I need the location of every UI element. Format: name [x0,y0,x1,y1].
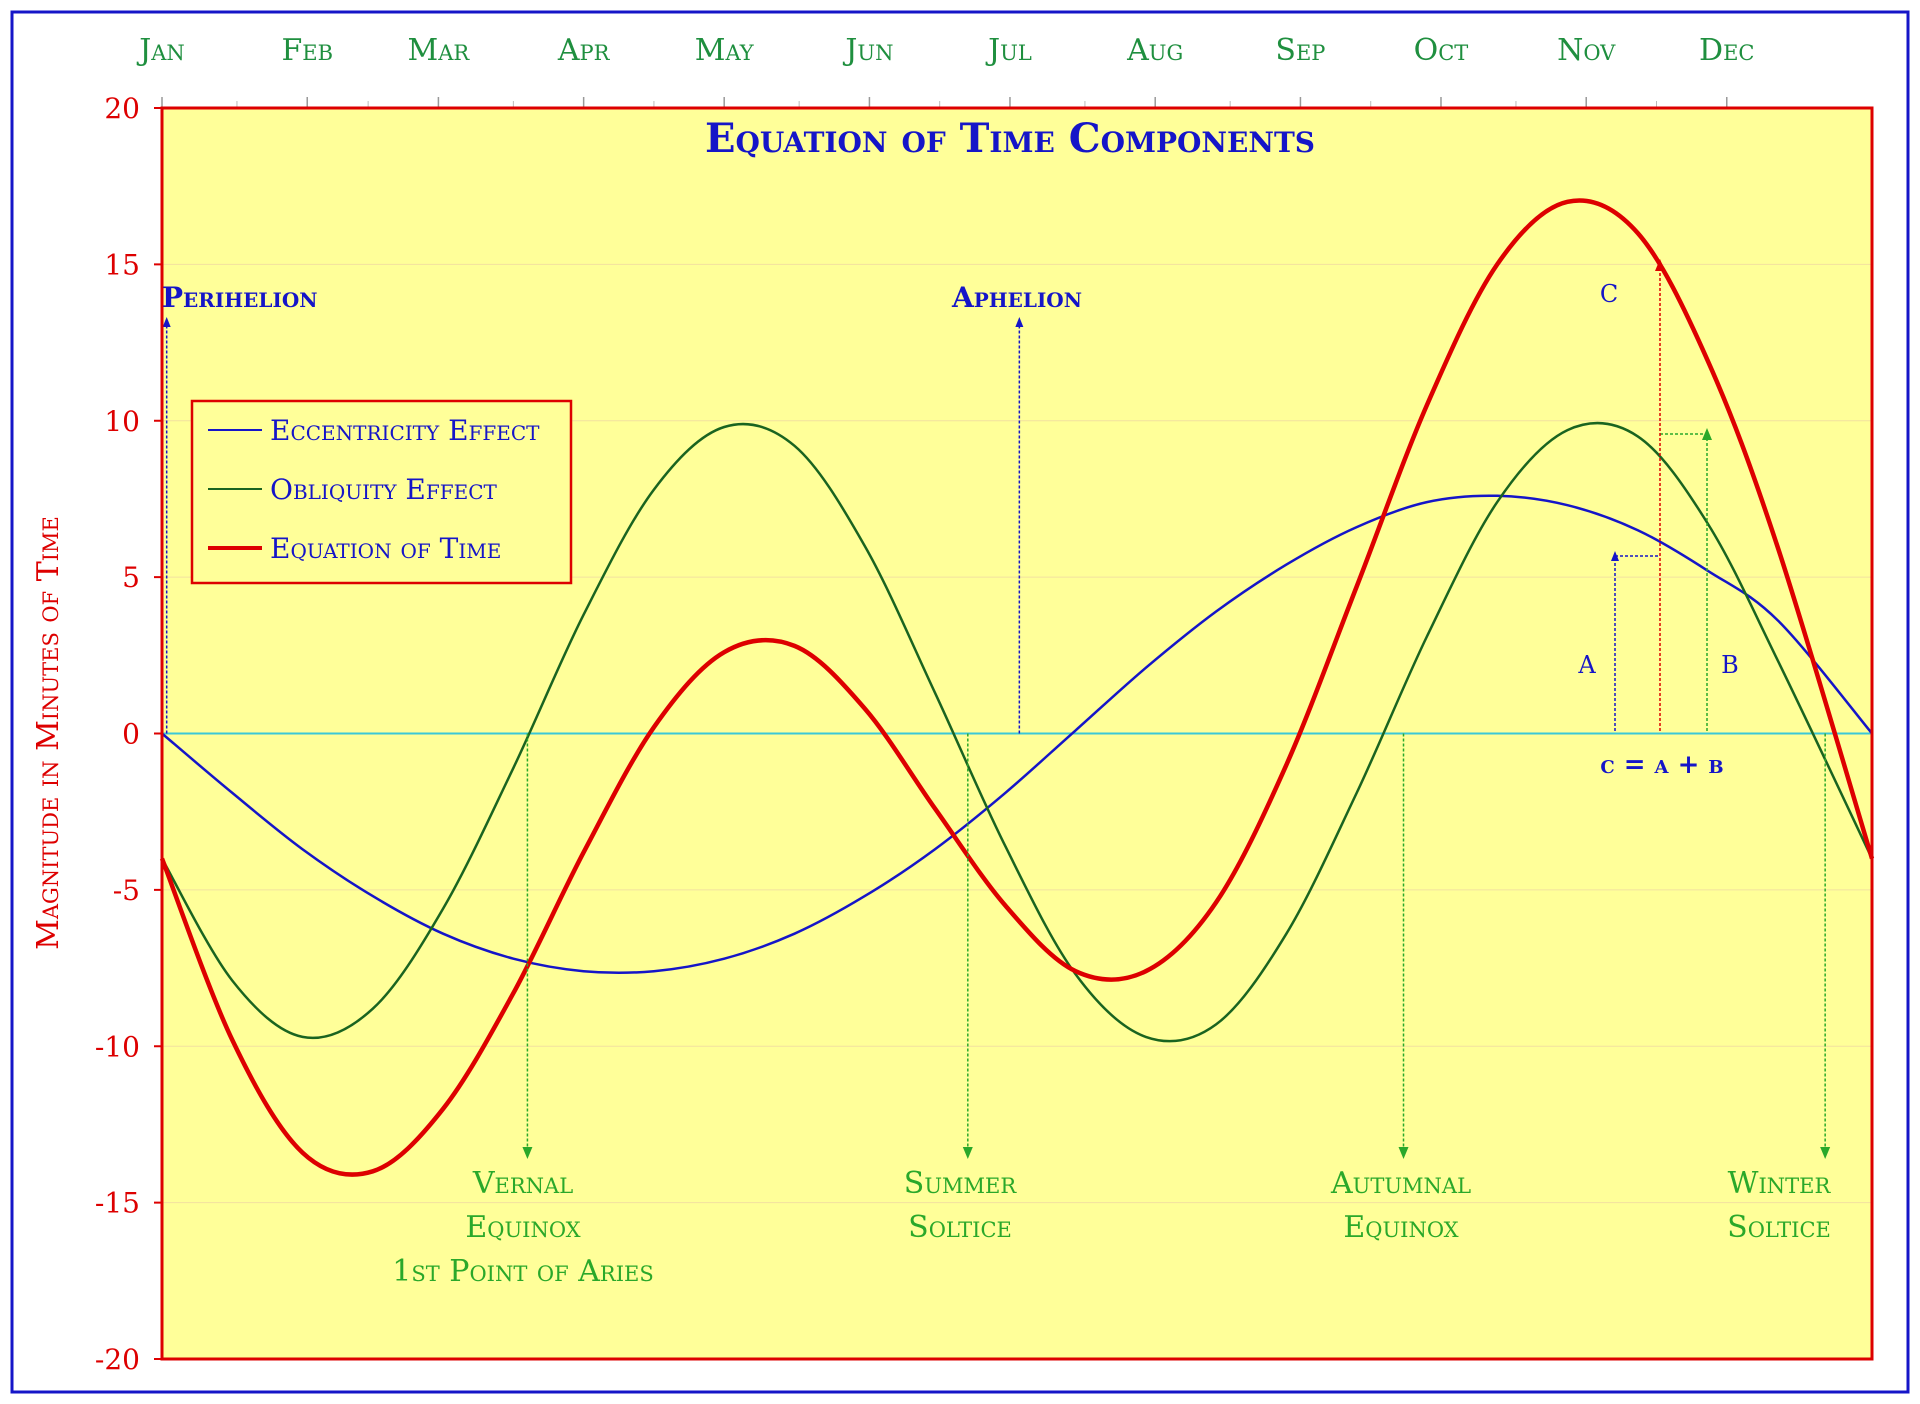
component-c-label: C [1600,280,1618,308]
legend-label-equation: Equation of Time [270,532,501,565]
y-axis-label: Magnitude in Minutes of Time [31,516,66,950]
component-annotation: A B C c = a + b [1577,259,1739,780]
y-tick-label: -20 [95,1343,140,1376]
month-label: Aug [1126,33,1183,68]
y-tick-label: -15 [95,1187,140,1220]
y-tick-label: 20 [104,92,140,125]
month-label: Mar [408,33,471,68]
equation-of-time-line [159,198,1875,1177]
aphelion-label: Aphelion [951,281,1082,314]
month-label: Nov [1557,33,1616,68]
y-tick-label: -10 [95,1030,140,1063]
chart-title: Equation of Time Components [705,115,1315,162]
component-b-label: B [1721,651,1739,679]
event-guides [162,317,1831,1159]
winter-line-1: Winter [1728,1166,1832,1201]
y-tick-labels: -20 -15 -10 -5 0 5 10 15 20 [95,92,140,1376]
month-label: Sep [1275,33,1325,68]
month-label: Oct [1414,33,1469,68]
month-ticks [161,97,1728,108]
y-tick-label: 15 [104,248,140,281]
eccentricity-line [161,494,1873,975]
month-label: Feb [281,33,333,68]
y-tick-label: 5 [122,561,140,594]
legend-label-eccentricity: Eccentricity Effect [270,414,540,447]
month-labels: Jan Feb Mar Apr May Jun Jul Aug Sep Oct Nov Dec [136,33,1754,68]
vernal-line-1: Vernal [472,1166,573,1201]
autumnal-line-1: Autumnal [1330,1166,1471,1201]
vernal-line-2: Equinox [465,1210,580,1245]
perihelion-label: Perihelion [162,281,318,314]
month-label: May [695,33,755,68]
autumnal-line-2: Equinox [1343,1210,1458,1245]
y-tick-label: 10 [104,405,140,438]
month-label: Jun [842,33,893,68]
y-tick-label: -5 [113,874,140,907]
plot-border [160,106,1874,1361]
summer-line-1: Summer [904,1166,1018,1201]
month-label: Dec [1699,33,1754,68]
winter-solstice-label: Winter Soltice [1727,1166,1831,1245]
month-label: Jan [136,33,185,68]
month-label: Apr [557,33,611,68]
autumnal-equinox-label: Autumnal Equinox [1330,1166,1471,1245]
component-formula: c = a + b [1600,750,1723,780]
vernal-equinox-label: Vernal Equinox 1st Point of Aries [392,1166,653,1289]
winter-line-2: Soltice [1727,1210,1831,1245]
month-label: Jul [985,33,1032,68]
series-lines [159,198,1875,1177]
legend-box [190,399,573,585]
legend: Eccentricity Effect Obliquity Effect Equ… [190,399,573,585]
legend-label-obliquity: Obliquity Effect [270,473,498,506]
summer-solstice-label: Summer Soltice [904,1166,1018,1245]
y-tick-label: 0 [122,718,140,751]
obliquity-line [160,421,1874,1043]
vernal-line-3: 1st Point of Aries [392,1254,653,1289]
summer-line-2: Soltice [908,1210,1012,1245]
component-a-label: A [1577,651,1596,679]
